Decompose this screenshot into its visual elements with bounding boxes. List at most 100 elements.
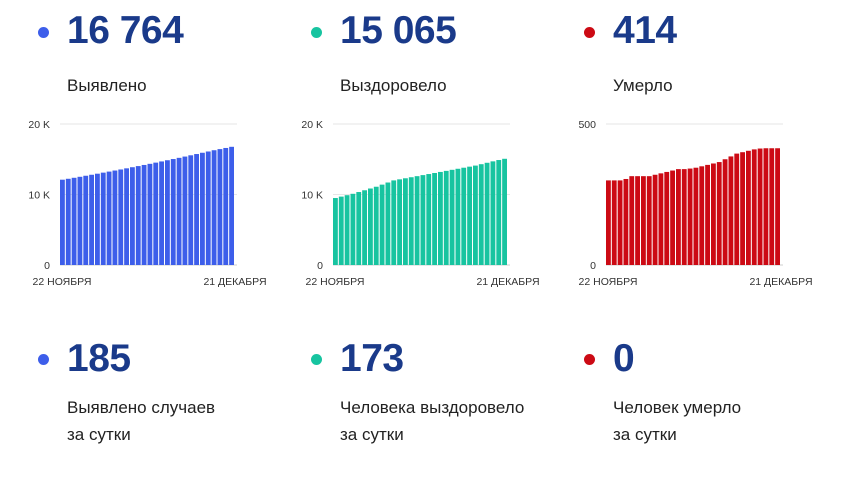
detected-bar: [205, 151, 211, 265]
detected-bar: [83, 175, 89, 265]
detected-bar: [106, 171, 112, 265]
daily-died-value: 0: [613, 337, 635, 380]
y-tick-label: 0: [590, 260, 596, 272]
detected-bar: [165, 160, 170, 265]
recovered-bar: [455, 168, 461, 265]
detected-bar: [77, 176, 83, 265]
detected-bar: [141, 164, 147, 265]
died-bar: [734, 153, 740, 265]
died-bar: [769, 148, 775, 265]
died-chart: 0 500 22 НОЯБРЯ 21 ДЕКАБРЯ: [578, 119, 812, 288]
daily-recovered-label: Человека выздоровело за сутки: [340, 394, 524, 448]
y-tick-label: 10 K: [28, 190, 50, 202]
daily-detected-value: 185: [67, 337, 131, 380]
detected-bar: [200, 152, 205, 265]
detected-bar: [194, 154, 199, 265]
x-end-label: 21 ДЕКАБРЯ: [749, 276, 812, 288]
daily-died-label-line2: за сутки: [613, 425, 677, 444]
died-bar: [652, 174, 658, 265]
died-bar: [670, 170, 675, 265]
detected-bar: [130, 167, 135, 265]
daily-died-label-line1: Человек умерло: [613, 398, 742, 417]
x-start-label: 22 НОЯБРЯ: [33, 276, 92, 288]
detected-bar: [176, 157, 182, 265]
died-bar: [611, 180, 617, 265]
recovered-bar: [344, 195, 350, 265]
died-bar: [687, 168, 693, 265]
total-died-value: 414: [613, 9, 677, 52]
recovered-bar: [350, 193, 356, 265]
detected-bar: [65, 178, 71, 265]
died-bar: [658, 173, 664, 265]
died-bar: [681, 169, 687, 265]
daily-recovered-label-line1: Человека выздоровело: [340, 398, 525, 417]
died-bar: [763, 148, 769, 265]
recovered-bar: [368, 188, 373, 265]
died-bar: [716, 162, 722, 265]
died-bar: [606, 180, 611, 265]
y-tick-label: 10 K: [301, 190, 323, 202]
detected-bar: [170, 159, 176, 265]
daily-detected-label-line1: Выявлено случаев: [67, 398, 216, 417]
detected-bar: [159, 161, 164, 265]
recovered-bar: [397, 179, 402, 265]
detected-bar: [182, 156, 188, 265]
recovered-bar: [391, 180, 397, 265]
y-tick-label: 0: [44, 260, 50, 272]
detected-bar: [229, 146, 234, 265]
x-end-label: 21 ДЕКАБРЯ: [476, 276, 539, 288]
detected-bar: [217, 149, 223, 265]
died-bar: [751, 149, 757, 265]
recovered-bar: [478, 164, 484, 265]
detected-bar: [112, 170, 118, 265]
total-detected-value: 16 764: [67, 9, 184, 52]
recovered-bar: [449, 169, 455, 265]
died-bar: [711, 163, 716, 265]
recovered-bar: [473, 165, 478, 265]
died-bar: [646, 176, 652, 265]
detected-bar: [60, 179, 65, 265]
detected-bar: [95, 173, 100, 265]
detected-bar: [124, 168, 129, 265]
detected-bar: [135, 166, 141, 265]
detected-chart: 0 10 K 20 K 22 НОЯБРЯ 21 ДЕКАБРЯ: [28, 119, 266, 288]
died-bar: [728, 156, 734, 265]
y-tick-label: 20 K: [28, 119, 50, 131]
died-bar: [617, 180, 623, 265]
total-detected-label: Выявлено: [67, 76, 147, 95]
daily-died-label: Человек умерло за сутки: [613, 394, 741, 448]
died-bar: [699, 166, 705, 265]
recovered-chart: 0 10 K 20 K 22 НОЯБРЯ 21 ДЕКАБРЯ: [301, 119, 539, 288]
detected-bar: [211, 150, 217, 265]
daily-detected-label-line2: за сутки: [67, 425, 131, 444]
red-dot-icon: [584, 354, 595, 365]
detected-bar: [100, 172, 106, 265]
total-recovered-value: 15 065: [340, 9, 457, 52]
recovered-bar: [432, 173, 437, 265]
y-tick-label: 500: [578, 119, 596, 131]
died-bar: [740, 152, 745, 265]
recovered-bar: [496, 160, 502, 265]
x-start-label: 22 НОЯБРЯ: [306, 276, 365, 288]
recovered-bar: [379, 184, 385, 265]
teal-dot-icon: [311, 27, 322, 38]
y-tick-label: 20 K: [301, 119, 323, 131]
recovered-bar: [461, 167, 467, 265]
died-bar: [705, 164, 710, 265]
recovered-bar: [338, 196, 344, 265]
detected-bar: [223, 147, 229, 265]
recovered-bar: [438, 171, 443, 265]
recovered-bar: [373, 186, 379, 265]
teal-dot-icon: [311, 354, 322, 365]
red-dot-icon: [584, 27, 595, 38]
total-recovered-label: Выздоровело: [340, 76, 447, 95]
blue-dot-icon: [38, 27, 49, 38]
recovered-bar: [333, 198, 338, 265]
recovered-bar: [403, 178, 408, 265]
recovered-bar: [356, 192, 362, 265]
died-bar: [757, 148, 763, 265]
recovered-bar: [502, 158, 507, 265]
died-bar: [664, 171, 670, 265]
recovered-bar: [443, 170, 449, 265]
died-bar: [722, 159, 728, 265]
